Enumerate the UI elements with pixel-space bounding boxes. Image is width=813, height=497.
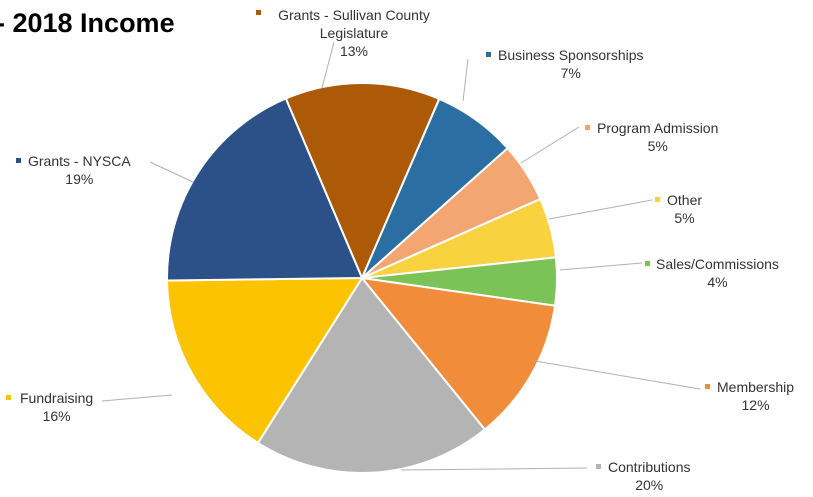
slice-label-fundraising: Fundraising 16% — [20, 390, 93, 424]
legend-marker-business-sponsorships — [486, 52, 491, 57]
slice-label-program-admission: Program Admission 5% — [597, 120, 718, 154]
legend-marker-contributions — [596, 464, 601, 469]
legend-marker-program-admission — [585, 125, 590, 130]
legend-marker-fundraising — [6, 395, 11, 400]
leader-line-sales-commissions — [559, 262, 643, 271]
leader-line-membership — [534, 360, 701, 390]
leader-line-fundraising — [101, 394, 173, 402]
legend-marker-grants-nysca — [16, 158, 21, 163]
slice-label-other: Other 5% — [667, 192, 702, 226]
slice-label-grants-sullivan-county-legislature: Grants - Sullivan County Legislature 13% — [278, 7, 430, 59]
legend-marker-other — [655, 197, 660, 202]
slice-label-membership: Membership 12% — [717, 379, 794, 413]
pie-slice-membership — [359, 276, 557, 431]
leader-line-grants-sullivan-county-legislature — [321, 41, 335, 89]
leader-line-contributions — [400, 467, 588, 471]
leader-line-business-sponsorships — [462, 58, 469, 102]
slice-label-sales-commissions: Sales/Commissions 4% — [656, 256, 779, 290]
leader-line-program-admission — [520, 126, 580, 164]
slice-label-contributions: Contributions 20% — [608, 459, 691, 493]
slice-label-business-sponsorships: Business Sponsorships 7% — [498, 47, 644, 81]
pie-slice-fundraising — [166, 276, 364, 445]
legend-marker-grants-sullivan-county-legislature — [256, 10, 261, 15]
pie-slice-contributions — [256, 276, 487, 474]
chart-title: - 2018 Income — [0, 8, 175, 38]
legend-marker-membership — [705, 384, 710, 389]
leader-line-grants-nysca — [149, 161, 194, 183]
pie-slice-grants-nysca — [166, 97, 364, 282]
pie-slice-grants-sullivan-county-legislature — [284, 81, 441, 281]
legend-marker-sales-commissions — [645, 261, 650, 266]
leader-line-other — [548, 199, 653, 220]
slice-label-grants-nysca: Grants - NYSCA 19% — [28, 153, 131, 187]
